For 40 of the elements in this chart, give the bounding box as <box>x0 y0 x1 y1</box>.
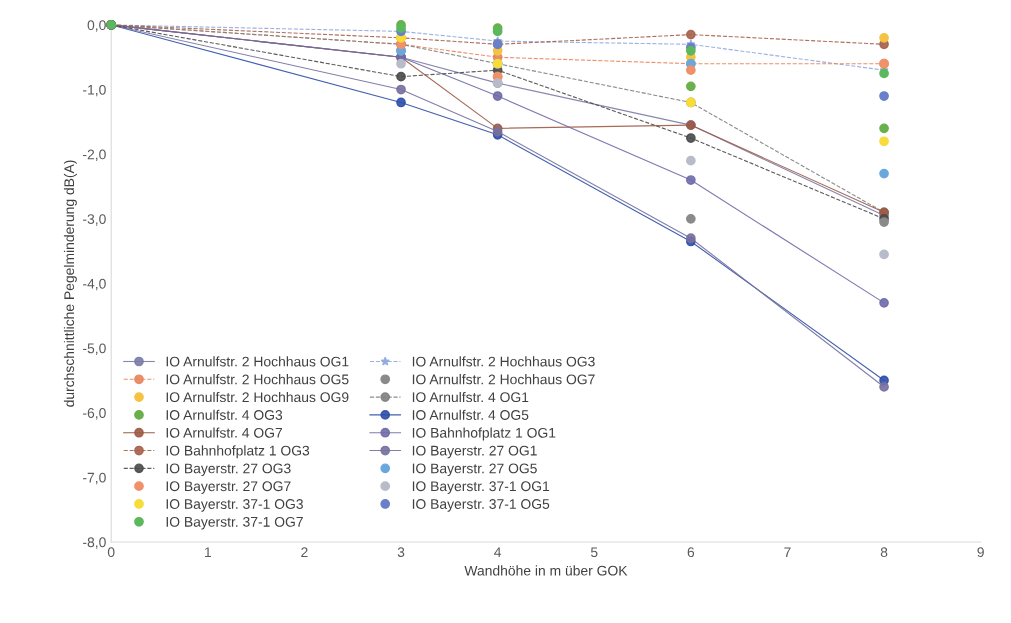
legend-label: IO Arnulfstr. 2 Hochhaus OG5 <box>166 374 349 385</box>
y-tick-label: -5,0 <box>83 343 106 355</box>
y-tick-label: -1,0 <box>83 84 106 97</box>
y-axis-title: durchschnittliche Pegelminderung dB(A) <box>63 160 77 407</box>
x-tick-label: 8 <box>880 547 888 558</box>
legend-label: IO Bayerstr. 37-1 OG1 <box>412 481 550 494</box>
x-tick-label: 4 <box>494 547 502 557</box>
legend-label: IO Arnulfstr. 2 Hochhaus OG3 <box>412 356 595 367</box>
legend-label: IO Arnulfstr. 4 OG1 <box>412 391 529 403</box>
x-tick-label: 6 <box>687 547 695 558</box>
y-tick-label: -3,0 <box>83 214 106 226</box>
legend-label: IO Arnulfstr. 4 OG3 <box>166 409 283 420</box>
y-tick-label: -6,0 <box>83 408 106 420</box>
x-tick-label: 0 <box>107 547 115 558</box>
x-tick-label: 9 <box>977 547 984 558</box>
legend-label: IO Arnulfstr. 2 Hochhaus OG7 <box>412 374 595 385</box>
y-tick-label: -7,0 <box>83 472 106 485</box>
legend-label: IO Bayerstr. 27 OG3 <box>166 463 291 477</box>
x-tick-label: 7 <box>784 547 791 557</box>
y-tick-label: -4,0 <box>83 278 106 291</box>
legend-label: IO Bahnhofplatz 1 OG3 <box>166 445 310 459</box>
legend-label: IO Arnulfstr. 4 OG7 <box>166 427 283 438</box>
legend-label: IO Bayerstr. 27 OG5 <box>412 463 537 477</box>
x-tick-label: 2 <box>301 547 308 557</box>
y-tick-label: -8,0 <box>83 537 106 549</box>
legend-label: IO Bayerstr. 37-1 OG5 <box>412 499 550 512</box>
legend-label: IO Bahnhofplatz 1 OG1 <box>412 427 556 441</box>
x-tick-label: 3 <box>397 547 405 558</box>
y-tick-label: 0,0 <box>87 20 106 32</box>
legend-label: IO Bayerstr. 37-1 OG3 <box>166 499 303 512</box>
y-tick-label: -2,0 <box>83 149 106 161</box>
legend-label: IO Bayerstr. 27 OG7 <box>166 481 291 494</box>
legend-label: IO Arnulfstr. 2 Hochhaus OG9 <box>166 391 349 403</box>
legend-label: IO Arnulfstr. 2 Hochhaus OG1 <box>166 356 349 367</box>
x-tick-label: 1 <box>205 547 211 557</box>
x-axis-title: Wandhöhe in m über GOK <box>464 565 628 576</box>
legend-label: IO Bayerstr. 37-1 OG7 <box>166 516 303 530</box>
legend-label: IO Bayerstr. 27 OG1 <box>412 445 537 459</box>
legend-label: IO Arnulfstr. 4 OG5 <box>412 409 529 420</box>
x-tick-label: 5 <box>590 547 598 558</box>
